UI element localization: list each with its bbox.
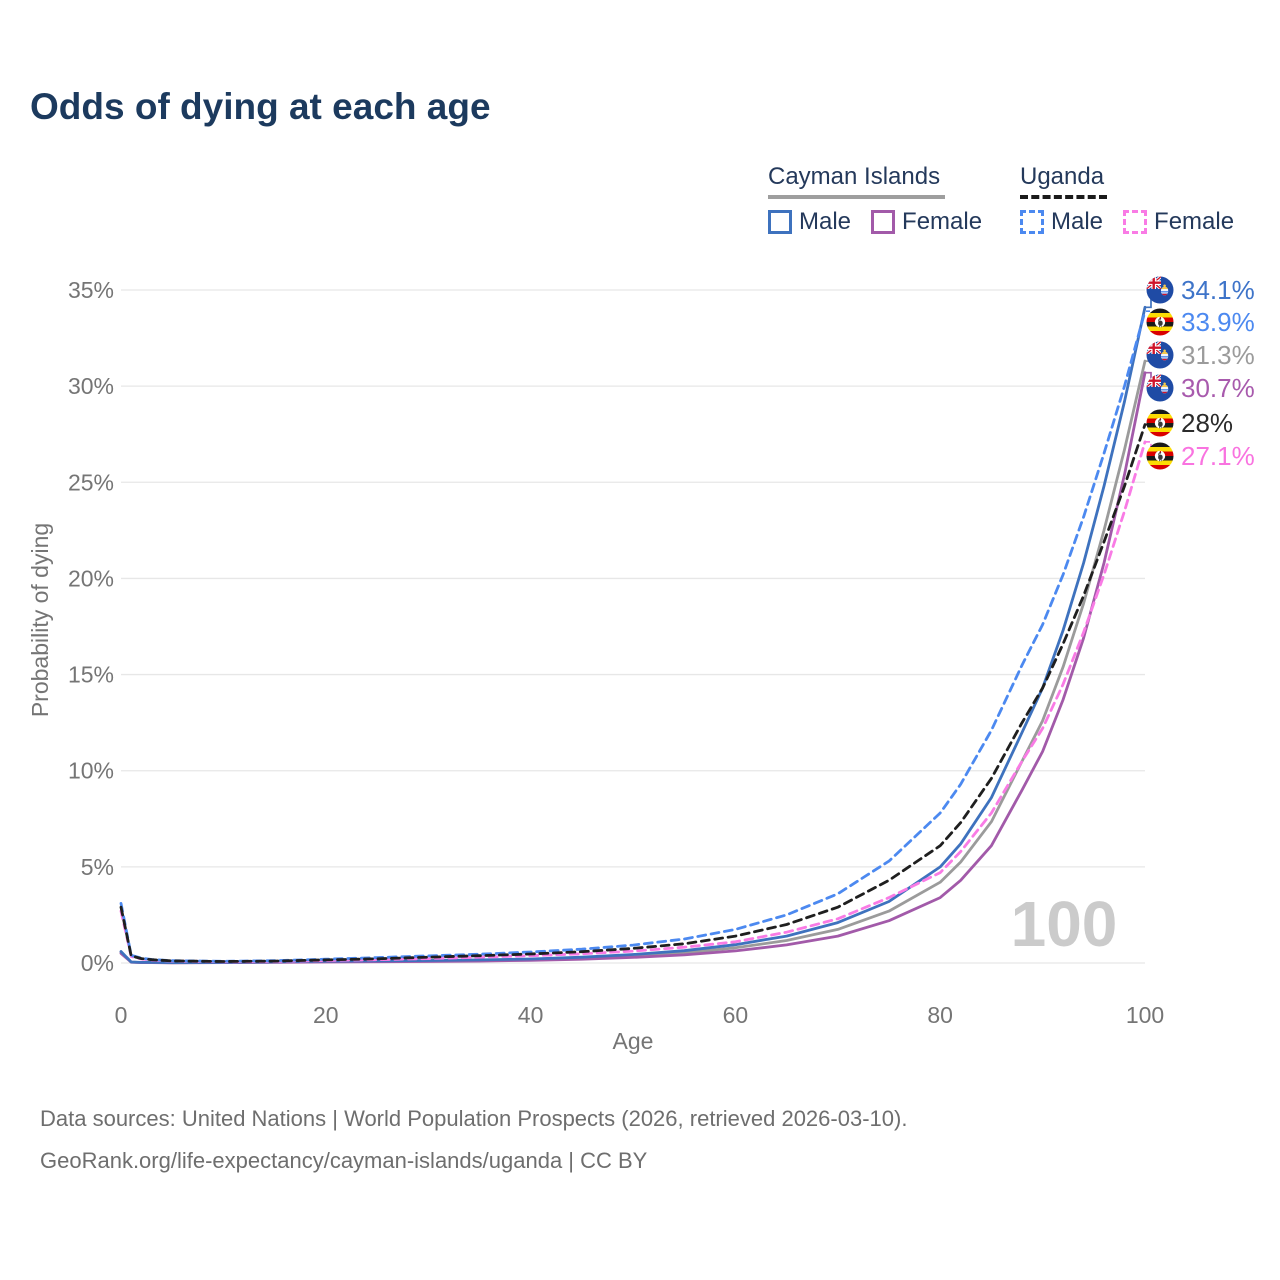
legend-item-label: Female — [902, 208, 983, 235]
legend-items-cayman: Male Female — [768, 208, 982, 236]
uganda-flag-icon — [1146, 442, 1174, 470]
series-line-cayman-all — [119, 359, 1147, 965]
x-tick-label: 80 — [927, 1002, 953, 1028]
footer-data-sources: Data sources: United Nations | World Pop… — [40, 1106, 908, 1131]
footer-url: GeoRank.org/life-expectancy/cayman-islan… — [40, 1148, 648, 1173]
uganda-combined-line-swatch — [1020, 195, 1107, 199]
legend-items-uganda: Male Female — [1020, 208, 1234, 236]
cayman-islands-flag-icon — [1146, 374, 1174, 402]
legend-item-label: Male — [1051, 208, 1104, 235]
legend-group-cayman-islands: Cayman Islands Male Female — [768, 163, 982, 236]
y-axis-title: Probability of dying — [27, 523, 53, 717]
legend-item-uganda-male[interactable]: Male — [1020, 208, 1103, 236]
uganda-flag-icon — [1146, 308, 1174, 336]
end-value-label-uganda-male: 33.9% — [1181, 307, 1255, 337]
end-value-label-uganda-female: 27.1% — [1181, 441, 1255, 471]
footer: Data sources: United Nations | World Pop… — [40, 1106, 907, 1190]
legend-item-label: Female — [1154, 208, 1235, 235]
x-tick-label: 40 — [518, 1002, 544, 1028]
y-tick-label: 25% — [68, 469, 114, 495]
y-tick-label: 20% — [68, 565, 114, 591]
y-tick-label: 30% — [68, 373, 114, 399]
legend-group-cayman-title: Cayman Islands — [768, 163, 941, 190]
page-title: Odds of dying at each age — [30, 86, 491, 127]
x-tick-label: 0 — [115, 1002, 128, 1028]
legend-group-uganda: Uganda Male Female — [1020, 163, 1234, 236]
series-line-uganda-male — [119, 309, 1147, 963]
x-tick-label: 20 — [313, 1002, 339, 1028]
end-value-label-cayman-female: 30.7% — [1181, 373, 1255, 403]
legend-group-uganda-title: Uganda — [1020, 163, 1105, 190]
end-value-label-cayman-all: 31.3% — [1181, 340, 1255, 370]
series-line-uganda-all — [119, 423, 1147, 963]
y-tick-label: 5% — [81, 854, 114, 880]
cayman-female-checkbox-icon[interactable] — [871, 210, 896, 234]
series-line-uganda-female — [119, 440, 1147, 964]
legend-item-uganda-female[interactable]: Female — [1123, 208, 1234, 236]
cayman-islands-flag-icon — [1146, 341, 1174, 369]
end-value-label-cayman-male: 34.1% — [1181, 275, 1255, 305]
series-line-cayman-female — [119, 371, 1147, 965]
y-tick-label: 10% — [68, 758, 114, 784]
x-tick-label: 60 — [723, 1002, 749, 1028]
uganda-flag-icon — [1146, 409, 1174, 437]
uganda-male-checkbox-icon[interactable] — [1020, 210, 1044, 234]
uganda-female-checkbox-icon[interactable] — [1123, 210, 1148, 234]
cayman-combined-line-swatch — [768, 195, 945, 199]
x-axis-title: Age — [613, 1028, 654, 1054]
age-watermark: 100 — [1011, 888, 1118, 960]
y-tick-label: 0% — [81, 950, 114, 976]
series-line-cayman-male — [119, 305, 1147, 964]
y-tick-label: 35% — [68, 277, 114, 303]
x-tick-label: 100 — [1126, 1002, 1164, 1028]
end-value-label-uganda-all: 28% — [1181, 408, 1233, 438]
legend: Cayman Islands Male Female Uganda Male — [0, 163, 1280, 243]
legend-item-cayman-male[interactable]: Male — [768, 208, 851, 236]
cayman-islands-flag-icon — [1146, 276, 1174, 304]
cayman-male-checkbox-icon[interactable] — [768, 210, 792, 234]
legend-item-cayman-female[interactable]: Female — [871, 208, 982, 236]
legend-item-label: Male — [799, 208, 852, 235]
y-tick-label: 15% — [68, 662, 114, 688]
